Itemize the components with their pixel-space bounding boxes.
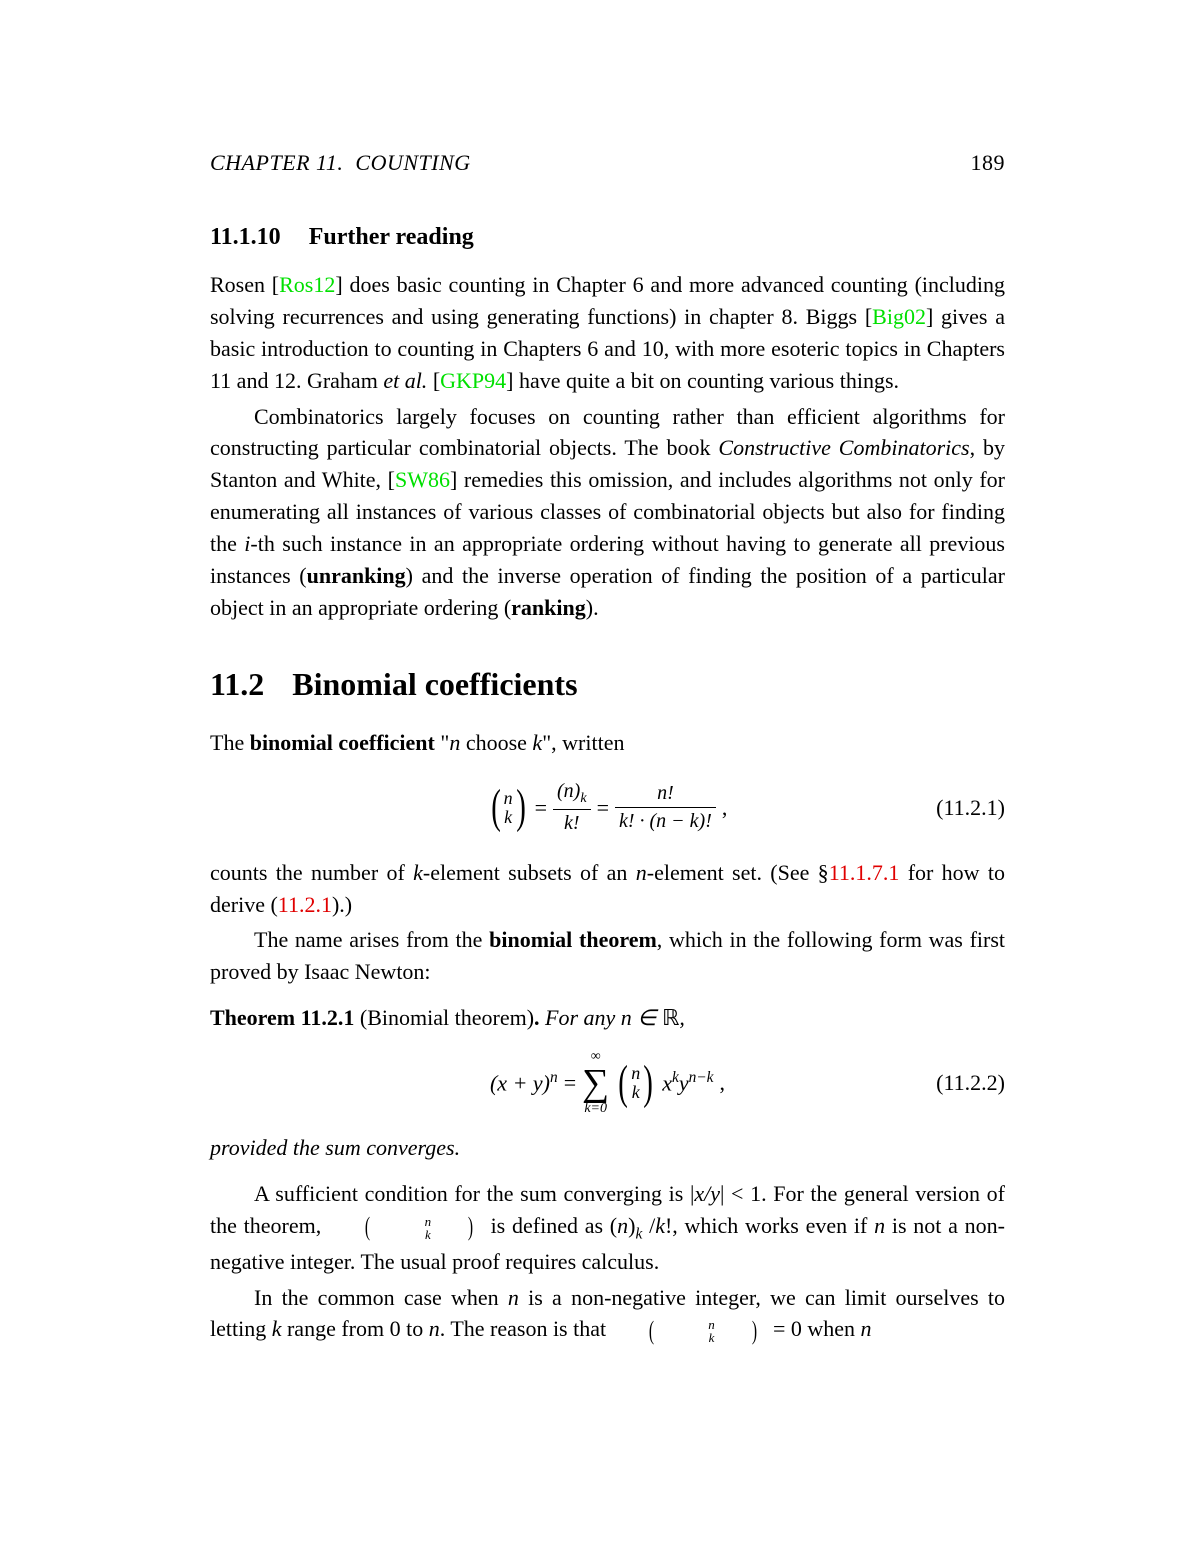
paragraph-further-reading-2: Combinatorics largely focuses on countin…	[210, 401, 1005, 624]
paragraph-counts-subsets: counts the number of k-element subsets o…	[210, 857, 1005, 921]
paragraph-binom-intro: The binomial coefficient "n choose k", w…	[210, 727, 1005, 759]
theorem-label: Theorem 11.2.1	[210, 1005, 360, 1030]
subsection-number: 11.1.10	[210, 224, 281, 250]
equation-content: (x + y)n = ∞ ∑ k=0 ( nk ) xkyn−k ,	[490, 1050, 725, 1116]
paragraph-provided-converges: provided the sum converges.	[210, 1132, 1005, 1164]
subsection-title: Further reading	[309, 224, 474, 250]
section-number: 11.2	[210, 666, 264, 702]
equation-content: ( nk ) = (n)k k! = n! k! · (n − k)! ,	[488, 780, 728, 835]
crossref-11-2-1[interactable]: 11.2.1	[278, 892, 332, 917]
subsection-heading: 11.1.10 Further reading	[210, 224, 1005, 251]
section-title: Binomial coefficients	[292, 666, 577, 702]
section-heading: 11.2 Binomial coefficients	[210, 666, 1005, 703]
summation-symbol: ∞ ∑ k=0	[582, 1050, 609, 1116]
rhs: xkyn−k	[662, 1069, 713, 1096]
theorem-statement: Theorem 11.2.1 (Binomial theorem). For a…	[210, 1002, 1005, 1034]
binom-symbol: ( nk )	[488, 788, 529, 826]
equation-number: (11.2.1)	[936, 795, 1005, 821]
paragraph-further-reading-1: Rosen [Ros12] does basic counting in Cha…	[210, 269, 1005, 397]
paragraph-common-case: In the common case when n is a non-negat…	[210, 1282, 1005, 1346]
chapter-label: CHAPTER 11. COUNTING	[210, 150, 471, 176]
fraction-1: (n)k k!	[553, 780, 591, 835]
paragraph-name-arises: The name arises from the binomial theore…	[210, 924, 1005, 988]
running-header: CHAPTER 11. COUNTING 189	[210, 150, 1005, 176]
equation-11-2-2: (x + y)n = ∞ ∑ k=0 ( nk ) xkyn−k , (11.2…	[210, 1048, 1005, 1118]
binom-symbol: ( nk )	[615, 1064, 656, 1102]
inline-binom: ( nk )	[612, 1318, 768, 1344]
inline-binom: ( nk )	[328, 1215, 484, 1241]
lhs: (x + y)n	[490, 1069, 558, 1096]
citation-ros12[interactable]: Ros12	[279, 272, 335, 297]
page: CHAPTER 11. COUNTING 189 11.1.10 Further …	[0, 0, 1200, 1553]
citation-big02[interactable]: Big02	[872, 304, 926, 329]
fraction-2: n! k! · (n − k)!	[615, 782, 716, 833]
citation-sw86[interactable]: SW86	[395, 467, 450, 492]
crossref-11-1-7-1[interactable]: 11.1.7.1	[829, 860, 900, 885]
citation-gkp94[interactable]: GKP94	[440, 368, 506, 393]
paragraph-sufficient-condition: A sufficient condition for the sum conve…	[210, 1178, 1005, 1278]
page-number: 189	[971, 150, 1006, 176]
equation-number: (11.2.2)	[936, 1070, 1005, 1096]
equation-11-2-1: ( nk ) = (n)k k! = n! k! · (n − k)! , (1…	[210, 773, 1005, 843]
